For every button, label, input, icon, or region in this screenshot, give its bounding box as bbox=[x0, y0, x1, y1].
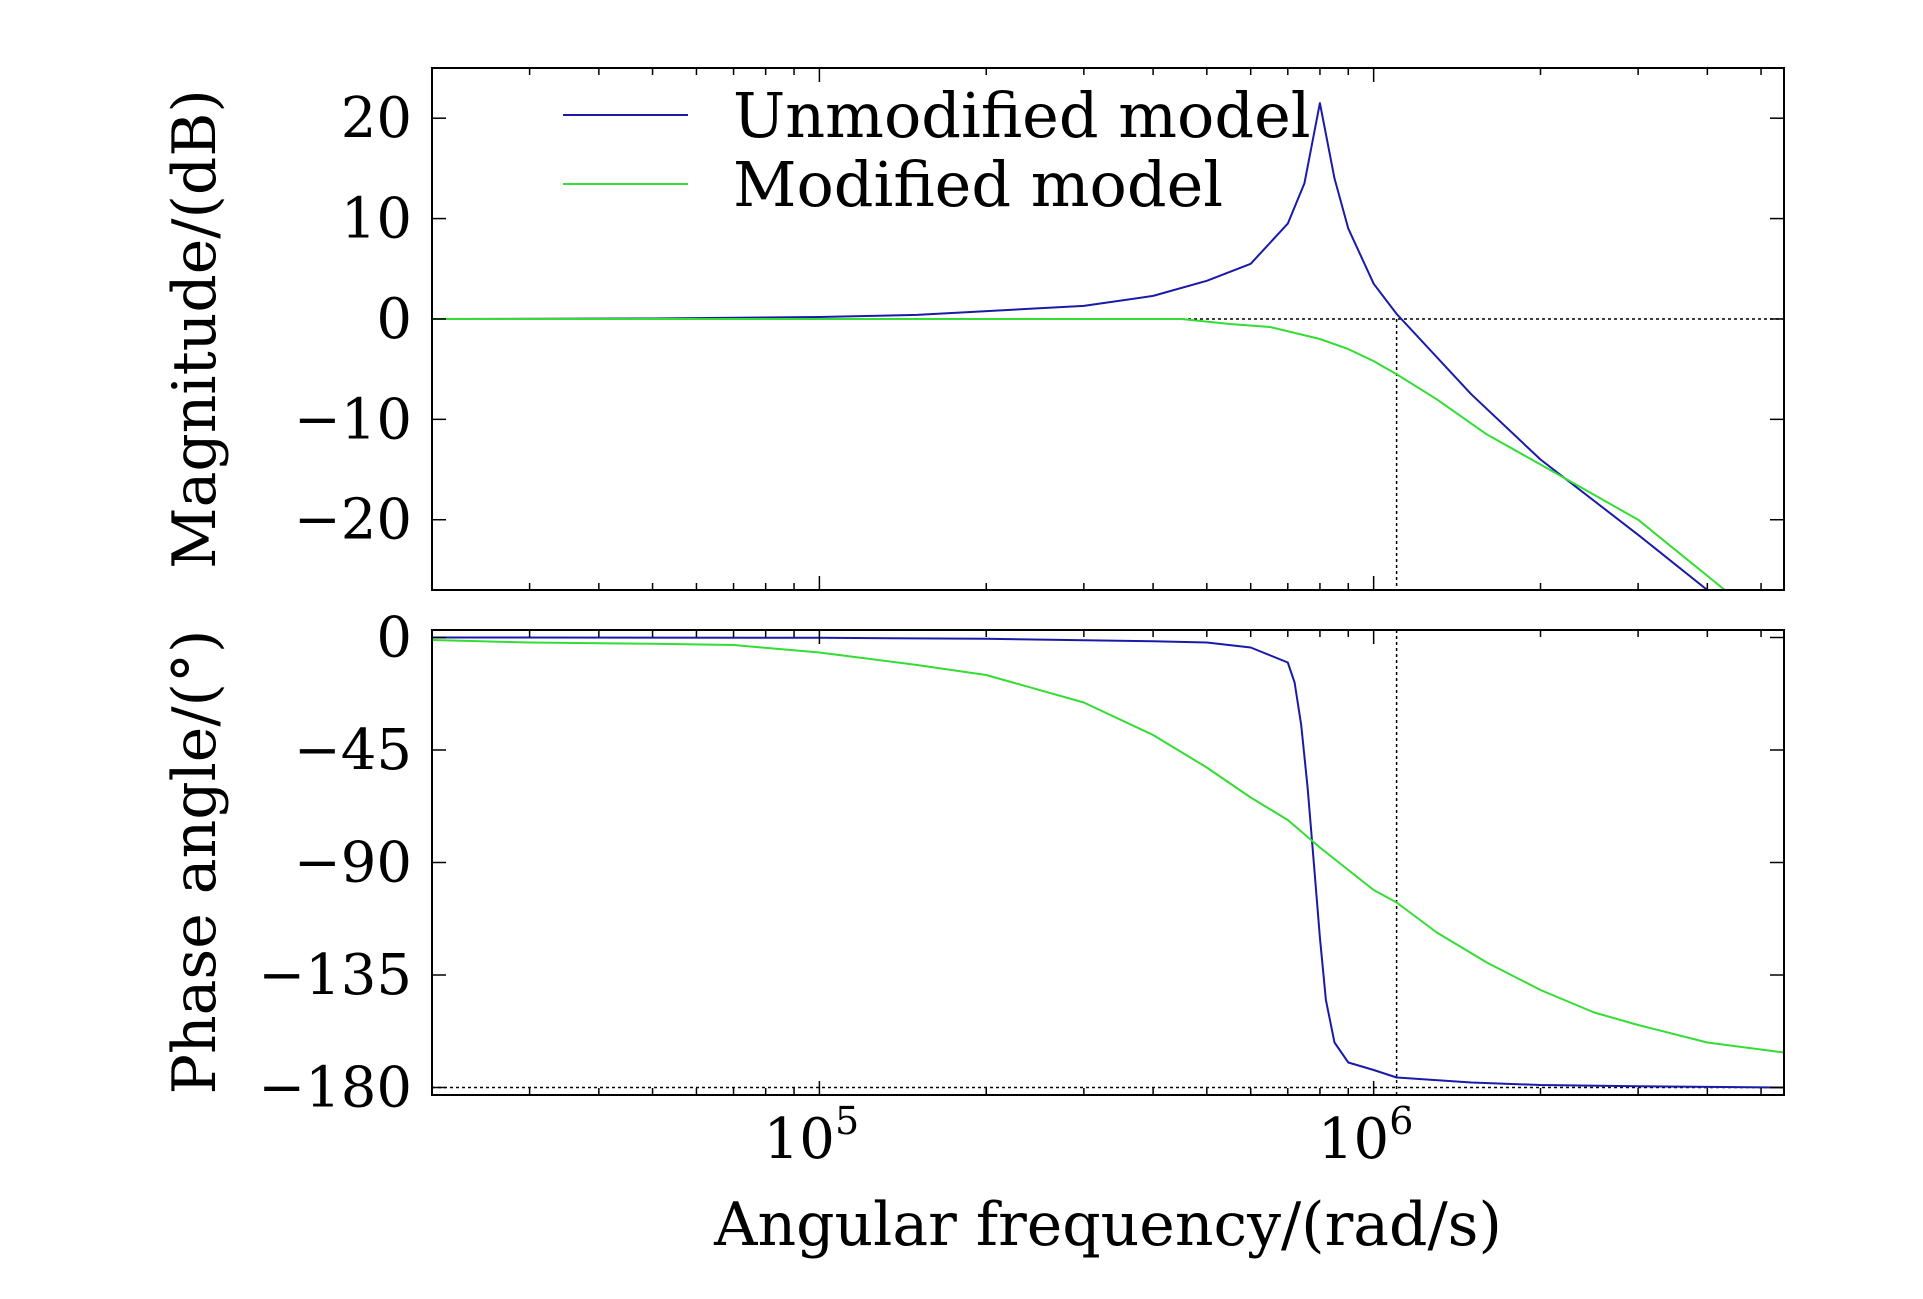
magnitude-y-axis-title: Magnitude/(dB) bbox=[160, 89, 230, 569]
magnitude-panel: 20 10 0 −10 −20 Magnitude/(dB) Unmodified mo… bbox=[160, 67, 1785, 591]
phase-panel: 0 −45 −90 −135 −180 105 106 Phase angle/(°) A… bbox=[160, 606, 1785, 1260]
magnitude-axes-frame bbox=[431, 67, 1785, 591]
phase-tick-marks bbox=[431, 630, 1784, 1095]
mag-y-tick-label: −20 bbox=[294, 488, 412, 553]
mag-series-unmodified-model bbox=[432, 102, 1708, 590]
legend-label-modified: Modified model bbox=[733, 148, 1223, 221]
mag-series-modified-model bbox=[432, 318, 1726, 590]
phase-y-tick-label: 0 bbox=[376, 606, 412, 671]
mag-y-tick-label: −10 bbox=[294, 387, 412, 452]
phase-series-modified-model bbox=[432, 639, 1784, 1054]
magnitude-series-group bbox=[432, 102, 1726, 590]
x-axis-title: Angular frequency/(rad/s) bbox=[713, 1190, 1502, 1260]
phase-y-tick-labels: 0 −45 −90 −135 −180 bbox=[258, 606, 412, 1121]
mag-y-tick-label: 0 bbox=[376, 287, 412, 352]
phase-y-axis-title: Phase angle/(°) bbox=[160, 630, 230, 1095]
phase-axes-frame bbox=[431, 629, 1785, 1096]
mag-y-tick-label: 10 bbox=[341, 187, 412, 252]
legend: Unmodified model Modified model bbox=[563, 79, 1311, 221]
mag-y-tick-label: 20 bbox=[341, 86, 412, 151]
x-tick-label: 106 bbox=[1318, 1099, 1413, 1172]
phase-y-tick-label: −180 bbox=[258, 1056, 412, 1121]
phase-series-unmodified-model bbox=[432, 636, 1784, 1089]
magnitude-y-tick-labels: 20 10 0 −10 −20 bbox=[294, 86, 412, 553]
x-tick-labels: 105 106 bbox=[764, 1099, 1414, 1172]
x-tick-label: 105 bbox=[764, 1099, 859, 1172]
magnitude-tick-marks bbox=[431, 68, 1784, 590]
phase-series-group bbox=[432, 636, 1784, 1089]
legend-label-unmodified: Unmodified model bbox=[733, 79, 1311, 152]
phase-y-tick-label: −90 bbox=[294, 831, 412, 896]
phase-y-tick-label: −45 bbox=[294, 718, 412, 783]
phase-y-tick-label: −135 bbox=[258, 943, 412, 1008]
